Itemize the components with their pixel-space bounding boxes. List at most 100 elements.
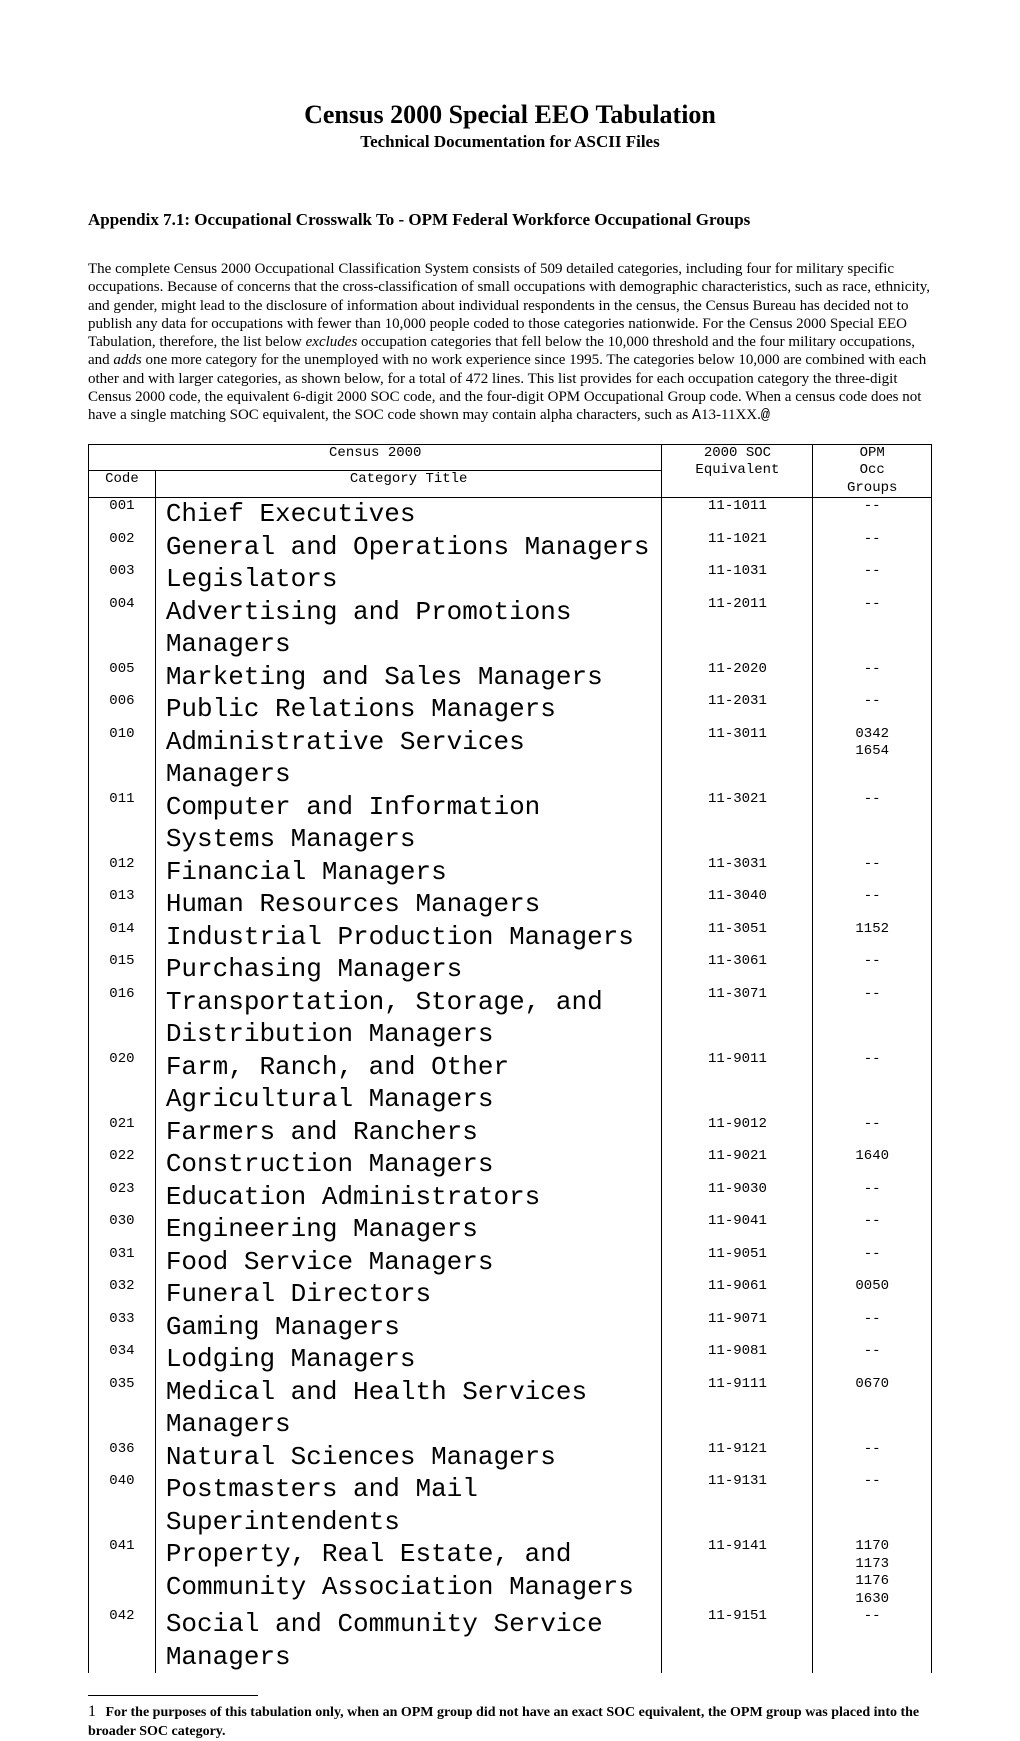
cell-opm: 1152 <box>813 921 932 954</box>
cell-soc: 11-9071 <box>662 1311 813 1344</box>
cell-title: Funeral Directors <box>155 1278 662 1311</box>
cell-opm: -- <box>813 856 932 889</box>
cell-soc: 11-2020 <box>662 661 813 694</box>
cell-code: 005 <box>89 661 156 694</box>
cell-soc: 11-9012 <box>662 1116 813 1149</box>
cell-soc: 11-3051 <box>662 921 813 954</box>
cell-opm: -- <box>813 1473 932 1538</box>
table-row: 005Marketing and Sales Managers11-2020-- <box>89 661 932 694</box>
cell-opm: 0050 <box>813 1278 932 1311</box>
doc-subtitle: Technical Documentation for ASCII Files <box>88 132 932 152</box>
col-header-opm: OPM Occ Groups <box>813 444 932 498</box>
cell-soc: 11-3021 <box>662 791 813 856</box>
body-paragraph: The complete Census 2000 Occupational Cl… <box>88 260 932 426</box>
cell-opm: -- <box>813 1181 932 1214</box>
cell-code: 035 <box>89 1376 156 1441</box>
cell-title: Advertising and Promotions Managers <box>155 596 662 661</box>
table-row: 002General and Operations Managers11-102… <box>89 531 932 564</box>
cell-opm: -- <box>813 791 932 856</box>
cell-soc: 11-9030 <box>662 1181 813 1214</box>
cell-title: Postmasters and Mail Superintendents <box>155 1473 662 1538</box>
table-row: 020Farm, Ranch, and Other Agricultural M… <box>89 1051 932 1116</box>
cell-soc: 11-9151 <box>662 1608 813 1673</box>
cell-opm: -- <box>813 1608 932 1673</box>
cell-code: 040 <box>89 1473 156 1538</box>
cell-opm: -- <box>813 1051 932 1116</box>
cell-opm: -- <box>813 596 932 661</box>
table-row: 031Food Service Managers11-9051-- <box>89 1246 932 1279</box>
table-row: 035Medical and Health Services Managers1… <box>89 1376 932 1441</box>
cell-title: Public Relations Managers <box>155 693 662 726</box>
cell-soc: 11-3011 <box>662 726 813 791</box>
cell-soc: 11-1021 <box>662 531 813 564</box>
table-row: 021Farmers and Ranchers11-9012-- <box>89 1116 932 1149</box>
cell-code: 023 <box>89 1181 156 1214</box>
cell-title: Human Resources Managers <box>155 888 662 921</box>
cell-code: 010 <box>89 726 156 791</box>
table-row: 013Human Resources Managers11-3040-- <box>89 888 932 921</box>
cell-title: General and Operations Managers <box>155 531 662 564</box>
cell-title: Social and Community Service Managers <box>155 1608 662 1673</box>
table-row: 014Industrial Production Managers11-3051… <box>89 921 932 954</box>
cell-code: 006 <box>89 693 156 726</box>
cell-code: 030 <box>89 1213 156 1246</box>
cell-code: 016 <box>89 986 156 1051</box>
cell-soc: 11-9061 <box>662 1278 813 1311</box>
cell-opm: -- <box>813 1213 932 1246</box>
cell-code: 002 <box>89 531 156 564</box>
table-row: 003Legislators11-1031-- <box>89 563 932 596</box>
cell-title: Marketing and Sales Managers <box>155 661 662 694</box>
cell-title: Medical and Health Services Managers <box>155 1376 662 1441</box>
cell-code: 036 <box>89 1441 156 1474</box>
cell-soc: 11-9051 <box>662 1246 813 1279</box>
footnote-rule <box>88 1695 258 1696</box>
col-header-soc: 2000 SOC Equivalent <box>662 444 813 498</box>
cell-soc: 11-9081 <box>662 1343 813 1376</box>
table-row: 030Engineering Managers11-9041-- <box>89 1213 932 1246</box>
cell-title: Transportation, Storage, and Distributio… <box>155 986 662 1051</box>
footnote-text: For the purposes of this tabulation only… <box>88 1705 919 1739</box>
cell-soc: 11-3031 <box>662 856 813 889</box>
cell-title: Legislators <box>155 563 662 596</box>
cell-opm: -- <box>813 888 932 921</box>
cell-opm: 1170 1173 1176 1630 <box>813 1538 932 1608</box>
cell-title: Industrial Production Managers <box>155 921 662 954</box>
table-row: 040Postmasters and Mail Superintendents1… <box>89 1473 932 1538</box>
cell-title: Farm, Ranch, and Other Agricultural Mana… <box>155 1051 662 1116</box>
cell-soc: 11-9021 <box>662 1148 813 1181</box>
cell-soc: 11-9121 <box>662 1441 813 1474</box>
cell-title: Computer and Information Systems Manager… <box>155 791 662 856</box>
footnote: 1 For the purposes of this tabulation on… <box>88 1702 932 1741</box>
cell-code: 042 <box>89 1608 156 1673</box>
table-row: 015Purchasing Managers11-3061-- <box>89 953 932 986</box>
table-row: 010Administrative Services Managers11-30… <box>89 726 932 791</box>
cell-soc: 11-9141 <box>662 1538 813 1608</box>
table-row: 016Transportation, Storage, and Distribu… <box>89 986 932 1051</box>
cell-title: Construction Managers <box>155 1148 662 1181</box>
cell-code: 012 <box>89 856 156 889</box>
table-row: 011Computer and Information Systems Mana… <box>89 791 932 856</box>
crosswalk-table: Census 2000 2000 SOC Equivalent OPM Occ … <box>88 444 932 1674</box>
cell-title: Administrative Services Managers <box>155 726 662 791</box>
table-row: 042Social and Community Service Managers… <box>89 1608 932 1673</box>
cell-opm: -- <box>813 986 932 1051</box>
cell-opm: -- <box>813 1441 932 1474</box>
cell-opm: -- <box>813 1116 932 1149</box>
doc-title: Census 2000 Special EEO Tabulation <box>88 100 932 130</box>
cell-opm: -- <box>813 563 932 596</box>
table-row: 022Construction Managers11-90211640 <box>89 1148 932 1181</box>
cell-code: 020 <box>89 1051 156 1116</box>
table-row: 036Natural Sciences Managers11-9121-- <box>89 1441 932 1474</box>
cell-opm: 0342 1654 <box>813 726 932 791</box>
col-header-category: Category Title <box>155 471 662 498</box>
table-row: 012Financial Managers11-3031-- <box>89 856 932 889</box>
cell-title: Chief Executives <box>155 498 662 531</box>
cell-soc: 11-9111 <box>662 1376 813 1441</box>
cell-title: Natural Sciences Managers <box>155 1441 662 1474</box>
table-row: 023Education Administrators11-9030-- <box>89 1181 932 1214</box>
cell-opm: -- <box>813 661 932 694</box>
table-row: 001Chief Executives11-1011-- <box>89 498 932 531</box>
cell-soc: 11-1031 <box>662 563 813 596</box>
cell-code: 001 <box>89 498 156 531</box>
table-row: 032Funeral Directors11-90610050 <box>89 1278 932 1311</box>
